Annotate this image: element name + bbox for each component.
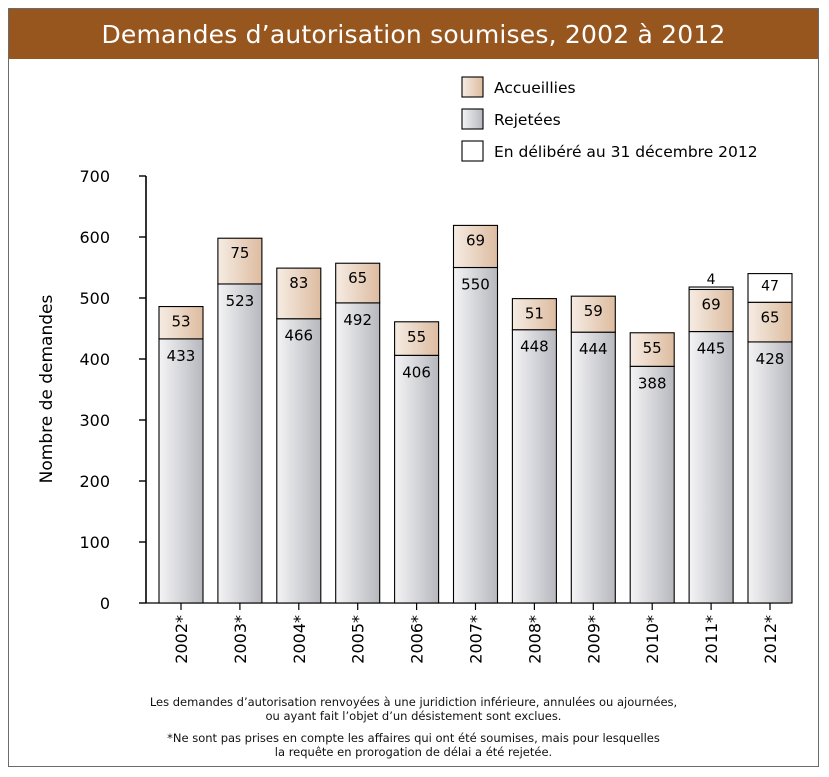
y-axis-label: Nombre de demandes <box>37 295 57 484</box>
y-tick-label: 300 <box>79 411 110 430</box>
bar-segment-rejetees <box>217 283 263 604</box>
data-label-en-delibere: 4 <box>707 272 716 288</box>
data-label-rejetees: 388 <box>638 374 667 392</box>
bar-segment-en-delibere <box>747 273 793 303</box>
bar-segment-rejetees <box>511 329 557 604</box>
x-tick-label: 2010* <box>643 615 662 664</box>
x-tick-label: 2002* <box>172 615 191 664</box>
bar-segment-accueillies <box>276 267 322 320</box>
footnote-asterisk-line-1: *Ne sont pas prises en compte les affair… <box>167 731 660 745</box>
chart-title: Demandes d’autorisation soumises, 2002 à… <box>101 19 726 49</box>
bar-segment-rejetees <box>452 266 499 604</box>
bar-segment-en-delibere <box>688 286 734 291</box>
footnote-exclusions-line-2: ou ayant fait l’objet d’un désistement s… <box>265 709 562 723</box>
chart-title-band: Demandes d’autorisation soumises, 2002 à… <box>9 9 818 59</box>
y-tick-label: 400 <box>79 350 110 369</box>
x-tick-label: 2012* <box>761 615 780 664</box>
x-tick-label: 2006* <box>408 615 427 664</box>
footnote-exclusions-line-1: Les demandes d’autorisation renvoyées à … <box>149 695 678 709</box>
bar-segment-accueillies <box>688 288 734 333</box>
data-label-rejetees: 406 <box>402 363 431 381</box>
y-tick-label: 700 <box>79 167 110 186</box>
x-tick-label: 2003* <box>231 615 250 664</box>
x-tick-label: 2004* <box>290 615 309 664</box>
data-label-rejetees: 448 <box>520 338 549 356</box>
data-label-rejetees: 492 <box>343 311 372 329</box>
data-label-accueillies: 83 <box>289 274 308 292</box>
x-tick-label: 2011* <box>702 615 721 664</box>
data-label-rejetees: 523 <box>226 292 255 310</box>
data-label-accueillies: 55 <box>407 328 426 346</box>
data-label-accueillies: 69 <box>702 295 721 313</box>
legend-swatch-en-delibere <box>461 140 484 162</box>
y-tick-label: 0 <box>100 594 110 613</box>
y-tick-label: 100 <box>79 533 110 552</box>
chart-frame: Demandes d’autorisation soumises, 2002 à… <box>8 8 819 767</box>
y-tick-label: 500 <box>79 289 110 308</box>
bar-segment-rejetees <box>335 302 381 604</box>
legend-swatch-rejetees <box>461 108 484 130</box>
y-tick-label: 600 <box>79 228 110 247</box>
bar-segment-accueillies <box>747 301 793 343</box>
bar-segment-rejetees <box>570 331 616 604</box>
data-label-accueillies: 53 <box>171 313 190 331</box>
data-label-accueillies: 65 <box>760 308 779 326</box>
data-label-accueillies: 55 <box>643 339 662 357</box>
bar-segment-accueillies <box>452 224 499 269</box>
data-label-rejetees: 550 <box>461 276 490 294</box>
legend-label-en-delibere: En délibéré au 31 décembre 2012 <box>494 143 758 161</box>
x-tick-label: 2009* <box>584 615 603 664</box>
x-tick-label: 2007* <box>467 615 486 664</box>
footnote-asterisk: *Ne sont pas prises en compte les affair… <box>9 731 818 759</box>
footnote-exclusions: Les demandes d’autorisation renvoyées à … <box>9 695 818 723</box>
bar-segment-accueillies <box>217 237 263 285</box>
data-label-accueillies: 65 <box>348 269 367 287</box>
bar-segment-accueillies <box>158 305 204 340</box>
x-tick-label: 2005* <box>349 615 368 664</box>
data-label-accueillies: 59 <box>584 302 603 320</box>
bar-segment-rejetees <box>629 365 675 604</box>
data-label-rejetees: 445 <box>697 340 726 358</box>
data-label-accueillies: 51 <box>525 305 544 323</box>
bar-segment-accueillies <box>570 295 616 333</box>
bar-segment-accueillies <box>511 298 557 331</box>
data-label-rejetees: 428 <box>756 350 785 368</box>
legend-label-accueillies: Accueillies <box>494 79 576 97</box>
data-label-rejetees: 433 <box>167 347 196 365</box>
legend-swatch-accueillies <box>461 76 484 98</box>
legend-label-rejetees: Rejetées <box>494 111 561 129</box>
footnote-asterisk-line-2: la requête en prorogation de délai a été… <box>274 745 553 759</box>
data-label-rejetees: 466 <box>284 327 313 345</box>
bar-segment-rejetees <box>158 338 204 604</box>
data-label-accueillies: 69 <box>466 231 485 249</box>
bar-segment-accueillies <box>335 262 381 304</box>
bar-segment-accueillies <box>629 332 675 367</box>
bar-segment-rejetees <box>688 330 734 604</box>
bar-segment-accueillies <box>394 321 440 356</box>
x-tick-label: 2008* <box>525 615 544 664</box>
data-label-accueillies: 75 <box>230 244 249 262</box>
data-label-en-delibere: 47 <box>761 279 779 295</box>
y-tick-label: 200 <box>79 472 110 491</box>
bar-segment-rejetees <box>276 318 322 604</box>
bar-segment-rejetees <box>747 341 793 604</box>
data-label-rejetees: 444 <box>579 340 608 358</box>
bar-segment-rejetees <box>394 354 440 604</box>
